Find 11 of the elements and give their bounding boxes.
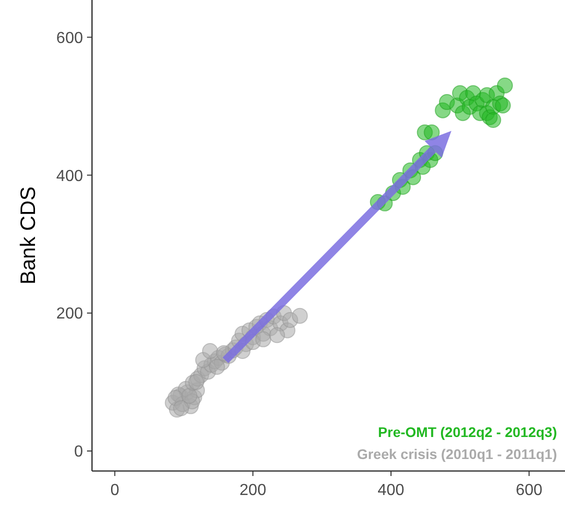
y-tick-label: 400 [56, 168, 84, 185]
x-tick-label: 200 [240, 482, 266, 499]
y-tick-label: 600 [56, 30, 84, 47]
x-tick-label: 0 [110, 482, 120, 499]
text: Pre-OMT (2012q2 - 2012q3) [378, 424, 557, 440]
y-axis-title: Bank CDS [17, 186, 40, 285]
y-tick-label: 200 [56, 306, 84, 323]
x-tick-label: 400 [378, 482, 404, 499]
y-tick-label: 0 [74, 444, 84, 461]
x-tick-label: 600 [516, 482, 543, 499]
text: Greek crisis (2010q1 - 2011q1) [356, 446, 557, 462]
